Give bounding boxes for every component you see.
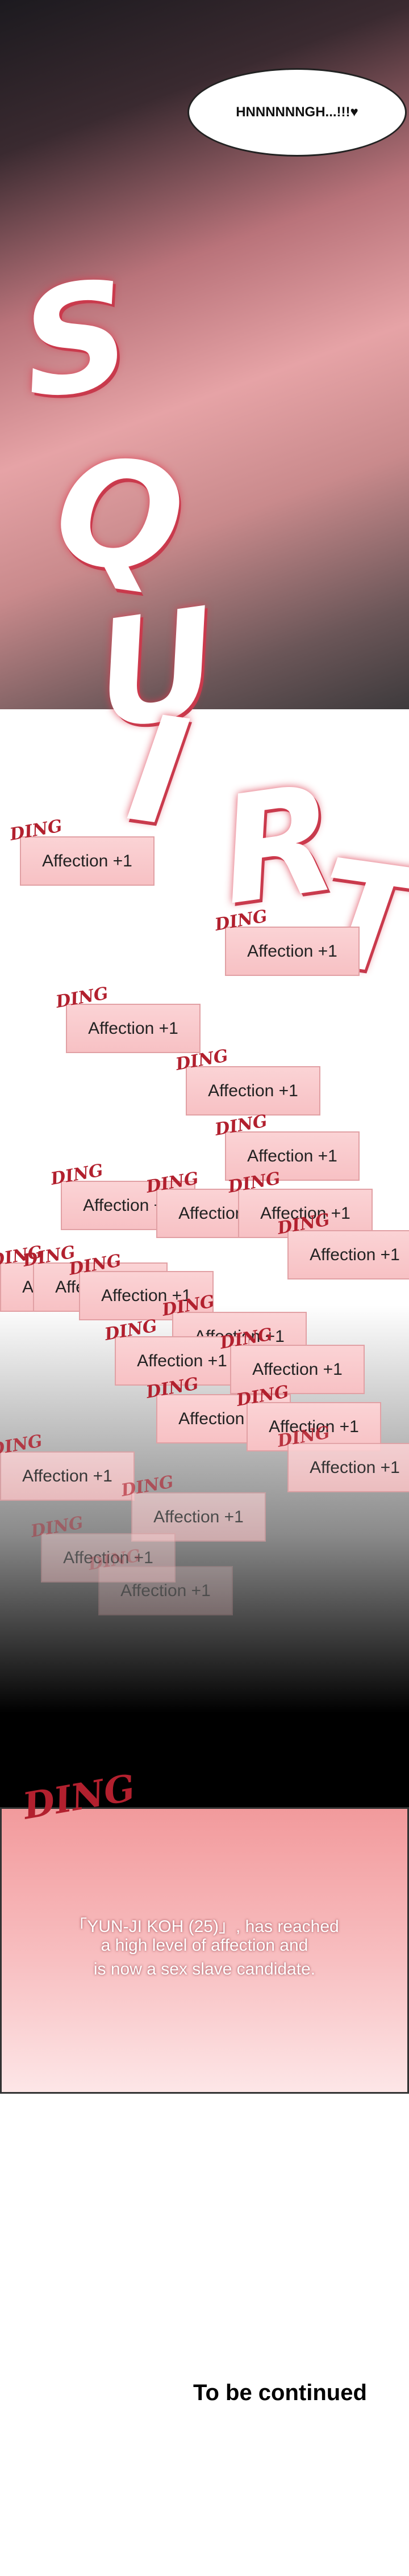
notification: Affection +1 xyxy=(186,1066,320,1116)
notification: Affection +1 xyxy=(0,1451,135,1501)
notification: Affection +1 xyxy=(230,1345,365,1394)
notification: Affection +1 xyxy=(225,1131,360,1181)
notification: Affection +1 xyxy=(98,1566,233,1615)
notification: Affection +1 xyxy=(20,836,155,886)
notification: Affection +1 xyxy=(131,1492,266,1542)
notification: Affection +1 xyxy=(225,927,360,976)
message-line: a high level of affection and xyxy=(101,1936,308,1955)
notification: Affection +1 xyxy=(41,1533,176,1582)
notification: Affection +1 xyxy=(287,1230,409,1279)
message-line: is now a sex slave candidate. xyxy=(93,1960,316,1979)
sfx-letter: S xyxy=(11,248,141,433)
message-line: 「YUN-JI KOH (25)」, has reached xyxy=(70,1917,339,1936)
notification: Affection +1 xyxy=(287,1443,409,1492)
to-be-continued: To be continued xyxy=(193,2380,367,2405)
notification: Affection +1 xyxy=(66,1004,201,1053)
message-box xyxy=(0,1807,409,2094)
notification: Affection +1 xyxy=(115,1336,249,1386)
speech-bubble: HNNNNNNGH...!!!♥ xyxy=(187,68,407,157)
sfx-letter: Q xyxy=(45,423,194,610)
notification: Affection +1 xyxy=(79,1271,214,1320)
